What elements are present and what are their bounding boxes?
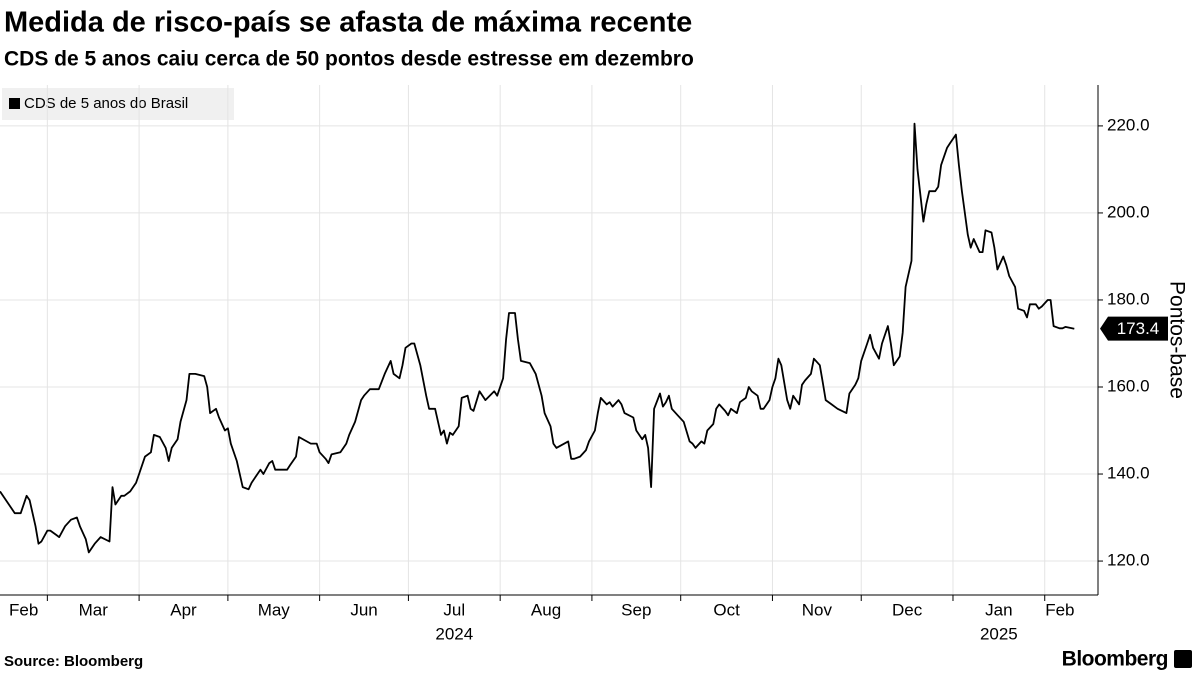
line-series — [0, 122, 1075, 554]
x-tick-label: Nov — [802, 600, 833, 619]
x-tick-label: Jul — [443, 600, 465, 619]
legend-swatch — [9, 98, 20, 109]
x-tick-label: Mar — [79, 600, 109, 619]
chart-title: Medida de risco-país se afasta de máxima… — [4, 7, 692, 39]
chart-subtitle: CDS de 5 anos caiu cerca de 50 pontos de… — [4, 48, 694, 71]
x-tick-label: May — [258, 600, 291, 619]
x-tick-label: Dec — [892, 600, 923, 619]
x-tick-label: Apr — [170, 600, 197, 619]
x-tick-label: Oct — [713, 600, 740, 619]
legend-box — [2, 88, 234, 120]
y-tick-label: 120.0 — [1107, 551, 1150, 570]
y-tick-label: 180.0 — [1107, 289, 1150, 308]
last-value-label: 173.4 — [1117, 319, 1160, 338]
y-tick-label: 200.0 — [1107, 202, 1150, 221]
x-tick-label: Sep — [621, 600, 651, 619]
legend-label: CDS de 5 anos do Brasil — [24, 95, 188, 112]
x-year-label: 2025 — [980, 624, 1018, 643]
last-value-callout — [1100, 316, 1168, 341]
x-tick-label: Jan — [985, 600, 1012, 619]
x-tick-label: Jun — [350, 600, 377, 619]
y-tick-label: 220.0 — [1107, 115, 1150, 134]
x-year-label: 2024 — [435, 624, 473, 643]
y-tick-label: 140.0 — [1107, 464, 1150, 483]
brand-icon — [1174, 650, 1192, 668]
y-tick-label: 160.0 — [1107, 376, 1150, 395]
y-axis-label: Pontos-base — [1165, 281, 1188, 399]
x-tick-label: Aug — [531, 600, 561, 619]
brand-logo: Bloomberg — [1062, 648, 1168, 671]
source: Source: Bloomberg — [4, 653, 143, 670]
x-tick-label: Feb — [9, 600, 38, 619]
x-tick-label: Feb — [1045, 600, 1074, 619]
